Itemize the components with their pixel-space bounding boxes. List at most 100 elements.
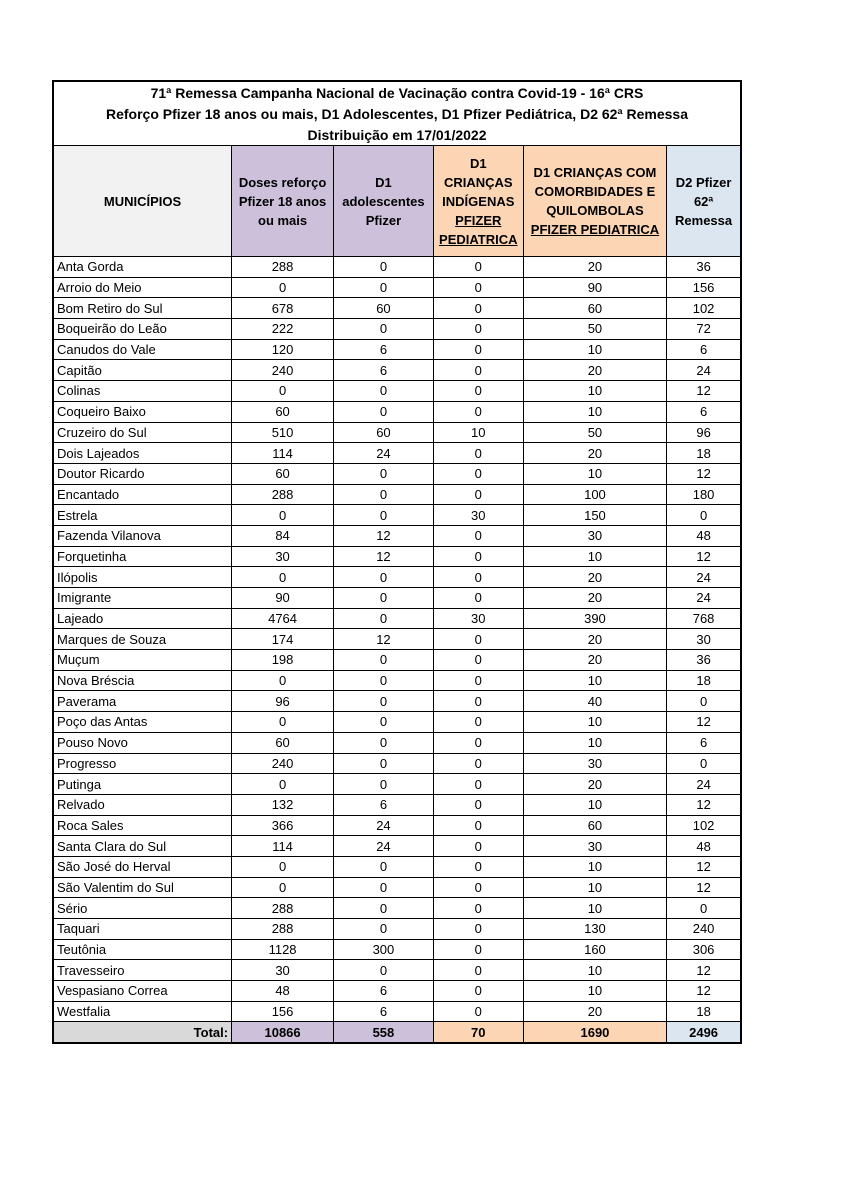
cell-d2: 12	[666, 793, 742, 816]
cell-comorbidades: 50	[522, 318, 668, 340]
cell-comorbidades: 10	[522, 380, 668, 402]
cell-reforco: 288	[231, 918, 335, 940]
cell-municipio: Pouso Novo	[52, 731, 233, 754]
cell-comorbidades: 30	[522, 752, 668, 775]
cell-municipio: Vespasiano Correa	[52, 980, 233, 1002]
cell-d2: 12	[666, 855, 742, 878]
cell-comorbidades: 10	[522, 400, 668, 423]
table-row: Santa Clara do Sul 114 24 0 30 48	[52, 835, 742, 857]
cell-indigenas: 0	[432, 1000, 524, 1023]
cell-adolescentes: 0	[333, 587, 434, 609]
table-row: Roca Sales 366 24 0 60 102	[52, 814, 742, 837]
cell-adolescentes: 0	[333, 462, 434, 485]
cell-indigenas: 0	[432, 897, 524, 919]
cell-indigenas: 30	[432, 504, 524, 526]
table-row: Coqueiro Baixo 60 0 0 10 6	[52, 400, 742, 423]
cell-d2: 6	[666, 731, 742, 754]
cell-adolescentes: 0	[333, 607, 434, 630]
cell-indigenas: 0	[432, 752, 524, 775]
table-row: Sério 288 0 0 10 0	[52, 897, 742, 919]
cell-reforco: 156	[231, 1000, 335, 1023]
cell-municipio: Santa Clara do Sul	[52, 835, 233, 857]
cell-comorbidades: 30	[522, 524, 668, 547]
cell-municipio: Putinga	[52, 773, 233, 795]
cell-municipio: Paverama	[52, 690, 233, 713]
cell-municipio: Poço das Antas	[52, 711, 233, 733]
cell-comorbidades: 10	[522, 545, 668, 568]
cell-indigenas: 0	[432, 462, 524, 485]
cell-adolescentes: 6	[333, 793, 434, 816]
cell-d2: 12	[666, 876, 742, 899]
header-text: ou mais	[258, 212, 308, 228]
cell-reforco: 0	[231, 380, 335, 402]
cell-d2: 102	[666, 297, 742, 320]
cell-municipio: Progresso	[52, 752, 233, 775]
cell-d2: 96	[666, 421, 742, 444]
cell-adolescentes: 0	[333, 711, 434, 733]
cell-indigenas: 0	[432, 297, 524, 320]
cell-comorbidades: 20	[522, 649, 668, 671]
cell-adolescentes: 0	[333, 649, 434, 671]
cell-comorbidades: 10	[522, 338, 668, 361]
cell-municipio: Coqueiro Baixo	[52, 400, 233, 423]
cell-reforco: 0	[231, 711, 335, 733]
cell-indigenas: 0	[432, 649, 524, 671]
cell-d2: 48	[666, 524, 742, 547]
cell-d2: 156	[666, 276, 742, 299]
cell-comorbidades: 40	[522, 690, 668, 713]
table-row: Travesseiro 30 0 0 10 12	[52, 959, 742, 982]
cell-reforco: 120	[231, 338, 335, 361]
cell-d2: 30	[666, 628, 742, 651]
cell-adolescentes: 0	[333, 380, 434, 402]
cell-comorbidades: 10	[522, 959, 668, 982]
cell-reforco: 4764	[231, 607, 335, 630]
table-row: Encantado 288 0 0 100 180	[52, 483, 742, 506]
cell-indigenas: 0	[432, 980, 524, 1002]
total-label: Total:	[52, 1021, 233, 1045]
cell-municipio: Capitão	[52, 359, 233, 382]
cell-municipio: Colinas	[52, 380, 233, 402]
cell-municipio: Travesseiro	[52, 959, 233, 982]
cell-municipio: Taquari	[52, 918, 233, 940]
cell-reforco: 240	[231, 752, 335, 775]
cell-reforco: 0	[231, 276, 335, 299]
header-text: PFIZER PEDIATRICA	[530, 222, 660, 237]
cell-comorbidades: 10	[522, 669, 668, 692]
cell-reforco: 30	[231, 959, 335, 982]
cell-adolescentes: 0	[333, 959, 434, 982]
cell-municipio: Muçum	[52, 649, 233, 671]
cell-reforco: 0	[231, 504, 335, 526]
cell-municipio: Marques de Souza	[52, 628, 233, 651]
cell-indigenas: 0	[432, 711, 524, 733]
cell-d2: 12	[666, 980, 742, 1002]
cell-reforco: 0	[231, 566, 335, 588]
cell-adolescentes: 24	[333, 814, 434, 837]
cell-adolescentes: 0	[333, 318, 434, 340]
cell-comorbidades: 20	[522, 587, 668, 609]
cell-reforco: 288	[231, 483, 335, 506]
header-text: Remessa	[675, 212, 733, 228]
cell-indigenas: 0	[432, 814, 524, 837]
cell-d2: 0	[666, 897, 742, 919]
cell-d2: 36	[666, 649, 742, 671]
cell-reforco: 0	[231, 773, 335, 795]
cell-adolescentes: 6	[333, 359, 434, 382]
header-text: INDÍGENAS	[442, 193, 515, 209]
table-row: Canudos do Vale 120 6 0 10 6	[52, 338, 742, 361]
table-row: Cruzeiro do Sul 510 60 10 50 96	[52, 421, 742, 444]
total-indigenas: 70	[432, 1021, 524, 1045]
total-reforco: 10866	[231, 1021, 335, 1045]
cell-comorbidades: 10	[522, 897, 668, 919]
header-text: D2 Pfizer	[675, 174, 732, 190]
header-text: PFIZER	[455, 212, 502, 228]
cell-indigenas: 0	[432, 276, 524, 299]
cell-municipio: Lajeado	[52, 607, 233, 630]
header-text: D1 CRIANÇAS COM	[533, 165, 657, 180]
table-row: Imigrante 90 0 0 20 24	[52, 587, 742, 609]
cell-comorbidades: 50	[522, 421, 668, 444]
cell-indigenas: 0	[432, 545, 524, 568]
cell-adolescentes: 12	[333, 524, 434, 547]
cell-municipio: Canudos do Vale	[52, 338, 233, 361]
cell-comorbidades: 20	[522, 256, 668, 278]
cell-adolescentes: 0	[333, 483, 434, 506]
